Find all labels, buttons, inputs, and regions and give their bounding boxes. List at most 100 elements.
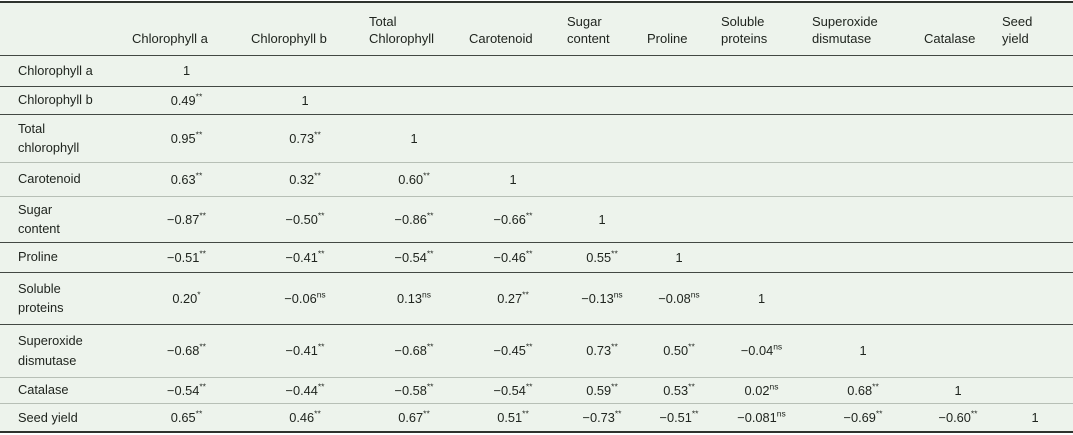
empty-cell (997, 272, 1073, 324)
column-header: Sugar content (567, 14, 610, 47)
correlation-cell: −0.44** (246, 377, 364, 403)
empty-cell (716, 55, 807, 86)
significance-superscript: ** (875, 408, 883, 419)
correlation-value: −0.50 (285, 211, 318, 227)
correlation-cell: 0.20* (127, 272, 246, 324)
empty-cell (364, 55, 464, 86)
row-label: Carotenoid (18, 171, 81, 187)
row-label: Chlorophyll a (18, 62, 93, 78)
correlation-value: 0.50 (663, 343, 689, 358)
table-row: Proline −0.51** −0.41** −0.54** −0.46** 0.55*… (0, 242, 1073, 272)
correlation-value: −0.54 (493, 382, 526, 398)
significance-superscript: ** (525, 248, 533, 259)
correlation-cell: −0.60** (919, 403, 997, 432)
correlation-value: −0.87 (166, 211, 200, 227)
table-header: Chlorophyll a Chlorophyll b Total Chloroph… (0, 2, 1073, 55)
table-row: Total chlorophyll 0.95** 0.73** 1 (0, 114, 1073, 162)
empty-cell (997, 324, 1073, 377)
table-row: Soluble proteins 0.20* −0.06ns 0.13ns 0.27**… (0, 272, 1073, 324)
significance-superscript: ** (426, 210, 434, 221)
correlation-value: 0.95 (170, 130, 196, 146)
correlation-cell: −0.51** (642, 403, 716, 432)
correlation-cell: −0.08ns (642, 272, 716, 324)
table-row: Carotenoid 0.63** 0.32** 0.60** 1 (0, 162, 1073, 196)
column-header: Catalase (924, 31, 976, 47)
significance-superscript: ** (314, 408, 321, 419)
correlation-value: −0.51 (659, 409, 692, 425)
empty-cell (807, 55, 919, 86)
empty-cell (919, 86, 997, 114)
row-label: Soluble proteins (18, 280, 64, 315)
row-label: Total chlorophyll (18, 120, 80, 155)
column-header: Total Chlorophyll (369, 14, 435, 47)
correlation-cell: 1 (642, 242, 716, 272)
correlation-cell: −0.46** (464, 242, 562, 272)
correlation-value: −0.68 (166, 343, 200, 358)
correlation-cell: 0.51** (464, 403, 562, 432)
correlation-cell: 0.50** (642, 324, 716, 377)
correlation-cell: 0.73** (562, 324, 642, 377)
column-header: Seed yield (1002, 14, 1033, 47)
correlation-cell: −0.41** (246, 242, 364, 272)
correlation-value: 1 (859, 343, 867, 358)
significance-superscript: ** (872, 381, 879, 392)
significance-superscript: ** (611, 341, 618, 352)
row-label: Catalase (18, 382, 69, 398)
correlation-value: −0.44 (285, 382, 318, 398)
significance-superscript: ** (426, 248, 434, 259)
significance-superscript: * (197, 289, 201, 300)
significance-superscript: ** (199, 341, 206, 352)
correlation-value: 0.73 (289, 130, 315, 146)
significance-superscript: ** (426, 341, 434, 352)
correlation-value: 1 (954, 382, 962, 398)
empty-cell (807, 196, 919, 242)
correlation-cell: 0.13ns (364, 272, 464, 324)
correlation-cell: 1 (919, 377, 997, 403)
correlation-value: 0.63 (170, 171, 196, 187)
column-header: Carotenoid (469, 31, 533, 47)
corner-header-cell (0, 2, 127, 55)
correlation-value: 0.68 (847, 382, 873, 398)
significance-superscript: ** (195, 91, 203, 102)
empty-cell (997, 196, 1073, 242)
significance-superscript: ** (614, 408, 622, 419)
correlation-cell: 0.73** (246, 114, 364, 162)
significance-superscript: ** (691, 408, 699, 419)
correlation-value: −0.69 (843, 409, 876, 425)
significance-superscript: ** (195, 129, 203, 140)
correlation-value: 0.59 (586, 382, 612, 398)
correlation-value: −0.86 (394, 211, 427, 227)
significance-superscript: ** (522, 408, 529, 419)
empty-cell (919, 196, 997, 242)
significance-superscript: ** (525, 210, 533, 221)
column-header: Superoxide dismutase (812, 14, 878, 47)
significance-superscript: ** (317, 381, 325, 392)
correlation-cell: −0.45** (464, 324, 562, 377)
correlation-value: 1 (675, 249, 683, 265)
empty-cell (562, 114, 642, 162)
significance-superscript: ns (690, 289, 700, 300)
correlation-value: 0.49 (170, 92, 196, 108)
correlation-value: 0.32 (289, 171, 315, 187)
correlation-cell: 1 (246, 86, 364, 114)
correlation-cell: −0.86** (364, 196, 464, 242)
empty-cell (807, 114, 919, 162)
correlation-cell: −0.58** (364, 377, 464, 403)
correlation-value: 0.67 (398, 409, 424, 425)
empty-cell (642, 114, 716, 162)
significance-superscript: ** (970, 408, 978, 419)
empty-cell (562, 162, 642, 196)
correlation-value: −0.41 (285, 343, 318, 358)
correlation-value: −0.081 (737, 409, 777, 425)
column-header: Proline (647, 31, 688, 47)
correlation-cell: 0.32** (246, 162, 364, 196)
correlation-cell: −0.51** (127, 242, 246, 272)
correlation-value: 1 (410, 130, 418, 146)
table-row: Superoxide dismutase −0.68** −0.41** −0.68*… (0, 324, 1073, 377)
significance-superscript: ** (317, 210, 325, 221)
table-body: Chlorophyll a 1 Chlorophyll b 0.49** 1 Total … (0, 55, 1073, 432)
empty-cell (919, 324, 997, 377)
correlation-value: −0.04 (740, 343, 774, 358)
significance-superscript: ns (421, 289, 431, 300)
column-header: Chlorophyll b (251, 31, 327, 47)
